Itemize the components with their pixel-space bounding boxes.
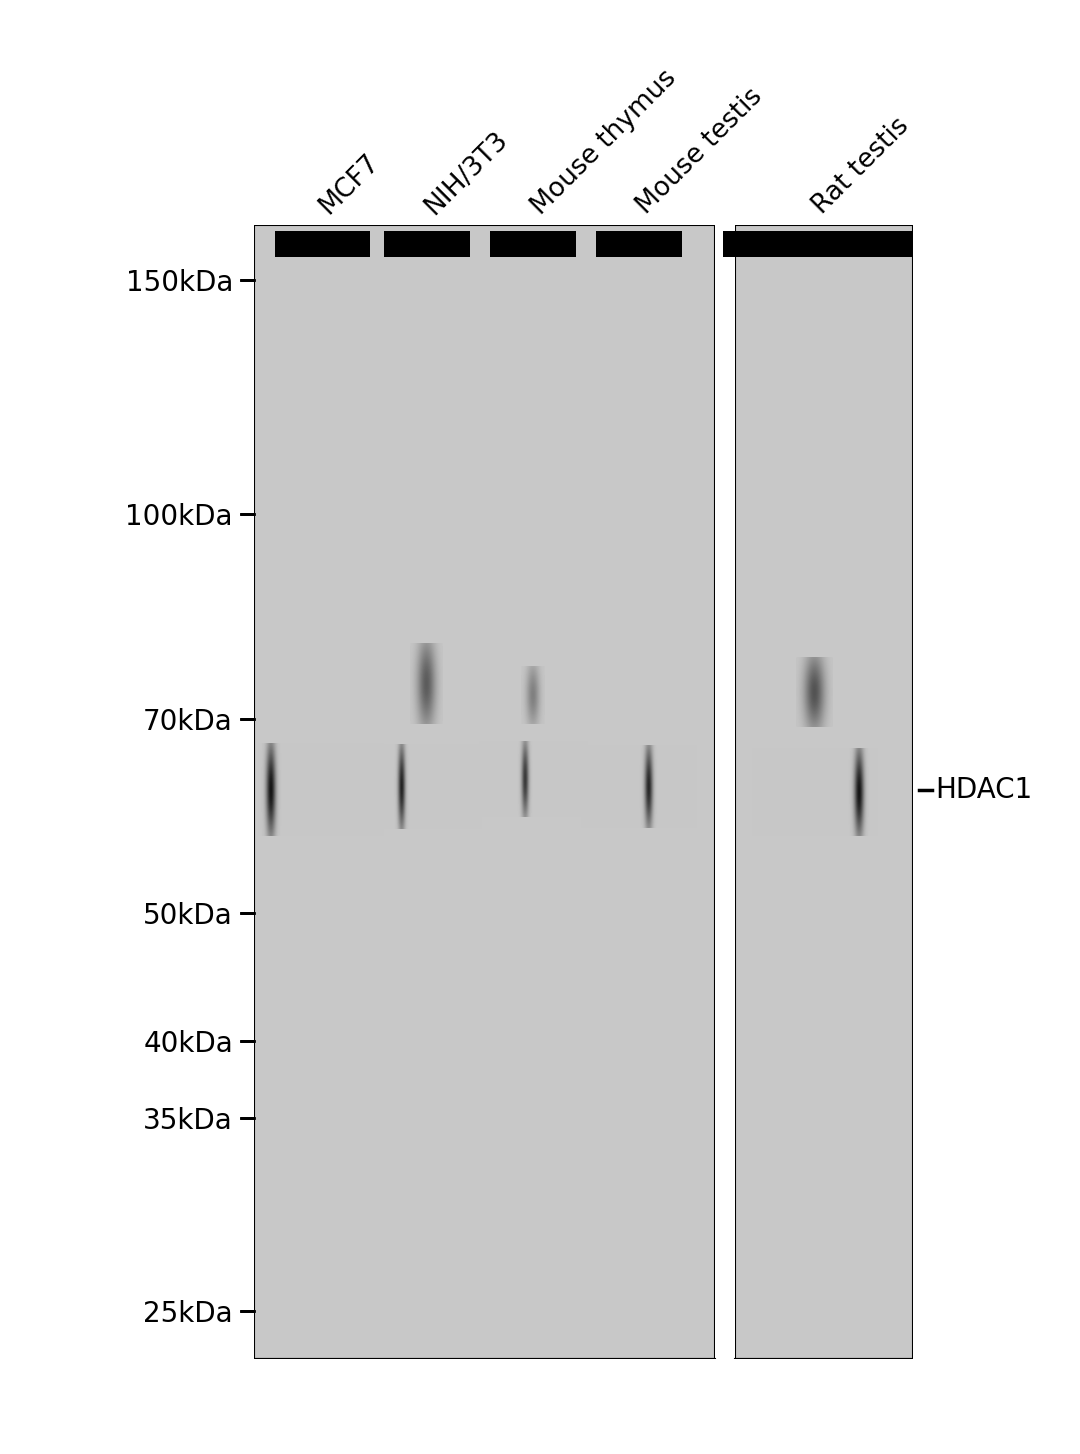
- Text: HDAC1: HDAC1: [935, 776, 1032, 804]
- Text: NIH/3T3: NIH/3T3: [420, 126, 513, 220]
- Text: Rat testis: Rat testis: [808, 113, 915, 220]
- Bar: [383, 231, 470, 257]
- Bar: [715, 225, 734, 1359]
- Text: Mouse thymus: Mouse thymus: [526, 64, 681, 220]
- Bar: [596, 231, 681, 257]
- Text: MCF7: MCF7: [314, 150, 384, 220]
- Bar: [723, 231, 914, 257]
- Text: Mouse testis: Mouse testis: [632, 84, 768, 220]
- Bar: [254, 225, 715, 1359]
- Bar: [274, 231, 370, 257]
- Bar: [734, 225, 913, 1359]
- Bar: [490, 231, 576, 257]
